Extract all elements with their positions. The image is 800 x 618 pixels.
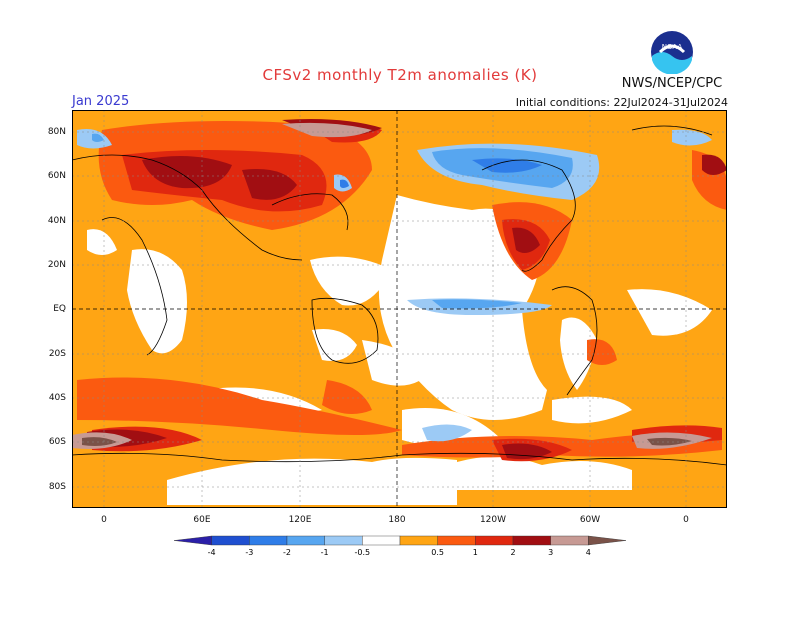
lon-label: 120W (479, 515, 507, 525)
lat-label: 40N (47, 216, 66, 226)
svg-text:NOAA: NOAA (662, 43, 683, 51)
colorbar-segment (286, 535, 325, 546)
colorbar-segment (173, 535, 212, 546)
colorbar-segment (437, 535, 476, 546)
anomaly-map (72, 110, 727, 508)
lat-label: 60N (47, 171, 66, 181)
lat-label: 80N (47, 127, 66, 137)
colorbar-label: -3 (245, 548, 253, 557)
colorbar-label: 1 (473, 548, 478, 557)
colorbar-segment (249, 535, 288, 546)
lat-label: 20N (47, 260, 66, 270)
agency-label: NWS/NCEP/CPC (621, 76, 723, 91)
colorbar-segment (211, 535, 250, 546)
colorbar-segment (550, 535, 589, 546)
lon-label: 0 (101, 515, 107, 525)
colorbar-label: -0.5 (355, 548, 371, 557)
colorbar-label: -2 (283, 548, 291, 557)
cool-anomalies-strongest (340, 158, 542, 188)
initial-conditions: Initial conditions: 22Jul2024-31Jul2024 (515, 96, 728, 109)
chart-title: CFSv2 monthly T2m anomalies (K) (262, 66, 538, 84)
lon-label: 60W (579, 515, 601, 525)
lon-label: 60E (193, 515, 211, 525)
lat-label: 60S (48, 437, 66, 447)
colorbar-segment (362, 535, 401, 546)
colorbar-segment (588, 535, 627, 546)
graticule (72, 110, 727, 508)
land-near-normal (87, 229, 597, 390)
noaa-logo: NOAA (651, 31, 693, 74)
equator-and-dateline (72, 110, 727, 508)
colorbar-label: 2 (510, 548, 515, 557)
colorbar-label: 0.5 (431, 548, 444, 557)
forecast-month: Jan 2025 (72, 94, 130, 109)
colorbar-segment (475, 535, 514, 546)
colorbar-label: 3 (548, 548, 553, 557)
lat-label: 80S (48, 482, 66, 492)
lat-label: EQ (53, 304, 66, 314)
lat-label: 20S (48, 349, 66, 359)
colorbar-segment (399, 535, 438, 546)
lon-label: 0 (683, 515, 689, 525)
colorbar-segment (512, 535, 551, 546)
lat-label: 40S (48, 393, 66, 403)
colorbar-label: -1 (321, 548, 329, 557)
lon-label: 180 (388, 515, 406, 525)
lon-label: 120E (288, 515, 312, 525)
colorbar-label: 4 (586, 548, 591, 557)
map-frame (72, 110, 727, 508)
colorbar: -4 -3 -2 -1 -0.5 0.5 1 2 3 4 (173, 535, 627, 557)
colorbar-label: -4 (208, 548, 216, 557)
colorbar-segment (324, 535, 363, 546)
anomaly-above-5K (82, 437, 692, 446)
